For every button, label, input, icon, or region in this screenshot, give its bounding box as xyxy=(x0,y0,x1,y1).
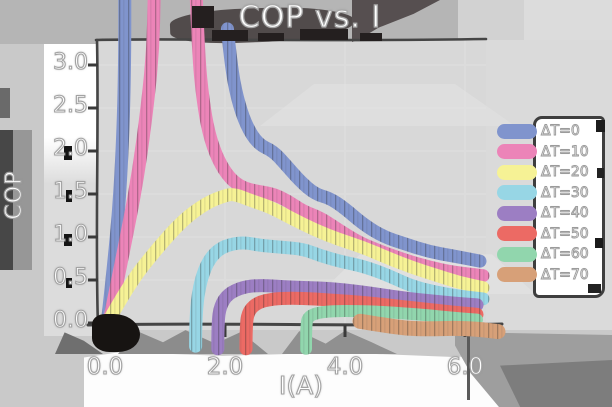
legend-label-dt60: ΔT=60 xyxy=(541,246,590,263)
ytick-dark-dashes xyxy=(64,146,72,288)
xtick-6.0: 6.0 xyxy=(446,354,484,381)
x-axis-label: I(A) xyxy=(278,371,323,400)
y-axis-label: COP xyxy=(1,170,27,220)
ylabel-dark-strip xyxy=(0,130,13,270)
curve-ΔT=70 xyxy=(352,313,506,340)
top-spine xyxy=(94,37,488,42)
ytick-1.0: 1.0 xyxy=(52,222,88,247)
ytick-0.5: 0.5 xyxy=(52,265,88,290)
curve-ΔT=10 xyxy=(101,0,161,334)
curve-ΔT=50 xyxy=(239,291,484,356)
ylabel-gray-strip xyxy=(13,130,32,270)
legend-swatch-dt70 xyxy=(497,267,537,282)
origin-blob xyxy=(92,314,140,352)
legend-border-blob-2 xyxy=(597,168,604,178)
xtick-0.0: 0.0 xyxy=(86,354,124,381)
legend-box xyxy=(533,116,605,298)
legend-label-dt70: ΔT=70 xyxy=(541,266,590,283)
ytick-1.5: 1.5 xyxy=(52,179,88,204)
legend-label-dt50: ΔT=50 xyxy=(541,225,590,242)
legend-swatch-dt40 xyxy=(497,205,537,221)
ytick-2.0: 2.0 xyxy=(52,136,88,161)
legend-border-blob-4 xyxy=(588,284,601,293)
xtick-2.0: 2.0 xyxy=(206,354,244,381)
legend-item-dt70: ΔT=70 xyxy=(497,265,609,285)
legend-border-blob-1 xyxy=(596,120,605,132)
left-spine xyxy=(95,38,100,328)
xtick-4.0: 4.0 xyxy=(326,354,364,381)
legend-item-dt10: ΔT=10 xyxy=(497,142,609,162)
legend-swatch-dt30 xyxy=(497,185,537,200)
curve-ΔT=30 xyxy=(189,236,490,353)
ytick-3.0: 3.0 xyxy=(52,50,88,75)
legend-label-dt0: ΔT=0 xyxy=(541,123,581,140)
curve-ΔT=0 xyxy=(100,0,132,334)
legend-item-dt30: ΔT=30 xyxy=(497,183,609,203)
legend-swatch-dt60 xyxy=(497,246,537,262)
chart-title: COP vs. I xyxy=(238,0,382,35)
legend-item-dt20: ΔT=20 xyxy=(497,162,609,182)
top-spine-dark-chunks xyxy=(192,6,382,41)
ytick-0.0: 0.0 xyxy=(52,308,88,333)
legend-label-dt20: ΔT=20 xyxy=(541,164,590,181)
legend-item-dt40: ΔT=40 xyxy=(497,203,609,223)
tick-artifact-line xyxy=(467,336,470,400)
legend-label-dt30: ΔT=30 xyxy=(541,184,590,201)
legend-border-blob-3 xyxy=(595,238,603,248)
bottom-right-smudge-dark xyxy=(500,360,612,407)
legend-item-dt50: ΔT=50 xyxy=(497,224,609,244)
legend-swatch-dt10 xyxy=(497,144,537,159)
left-edge-mark xyxy=(0,88,10,118)
legend-item-dt0: ΔT=0 xyxy=(497,121,609,141)
curve-ΔT=60 xyxy=(300,305,483,355)
ytick-2.5: 2.5 xyxy=(52,93,88,118)
legend-swatch-dt50 xyxy=(497,226,537,241)
legend-label-dt10: ΔT=10 xyxy=(541,143,590,160)
legend-item-dt60: ΔT=60 xyxy=(497,244,609,264)
data-curves xyxy=(100,0,506,356)
curve-ΔT=20 xyxy=(100,188,490,330)
legend-swatch-dt0 xyxy=(497,123,537,139)
legend-swatch-dt20 xyxy=(497,164,537,180)
curve-ΔT=40 xyxy=(211,279,484,356)
legend-label-dt40: ΔT=40 xyxy=(541,205,590,222)
curve-ΔT=0 xyxy=(220,22,487,268)
